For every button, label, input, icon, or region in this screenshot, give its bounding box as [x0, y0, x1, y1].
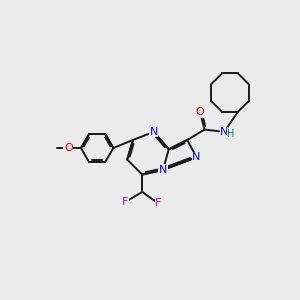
Text: N: N — [159, 165, 167, 175]
Text: N: N — [150, 127, 158, 137]
Text: N: N — [220, 127, 228, 137]
Text: H: H — [227, 129, 234, 139]
Text: O: O — [196, 107, 204, 117]
Text: F: F — [155, 199, 162, 208]
Text: O: O — [64, 143, 73, 153]
Text: F: F — [122, 197, 128, 207]
Text: N: N — [192, 152, 201, 162]
